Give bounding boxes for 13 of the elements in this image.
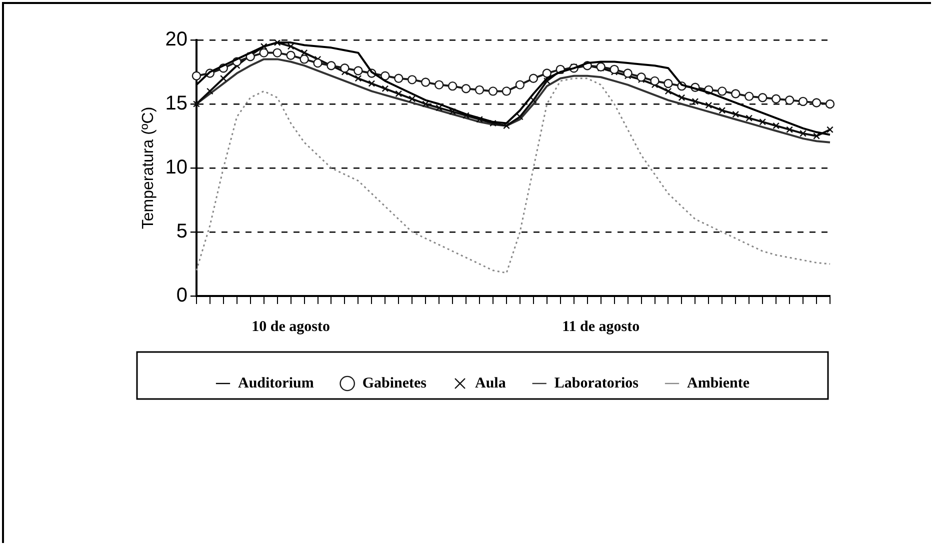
y-tick-label: 10	[165, 156, 188, 179]
y-tick-label: 20	[165, 28, 188, 51]
y-tick-label: 0	[176, 284, 188, 307]
x-tick-label: 10 de agosto	[252, 318, 330, 335]
y-tick-label: 5	[176, 220, 188, 243]
y-axis-title: Temperatura (ºC)	[140, 106, 158, 230]
x-tick-label: 11 de agosto	[562, 318, 640, 335]
legend-label: Gabinetes	[362, 375, 427, 392]
y-tick-label: 15	[165, 92, 188, 115]
legend-label: Laboratorios	[554, 375, 639, 392]
legend-label: Aula	[475, 375, 506, 392]
legend-label: Ambiente	[687, 375, 750, 392]
legend-label: Auditorium	[238, 375, 314, 392]
